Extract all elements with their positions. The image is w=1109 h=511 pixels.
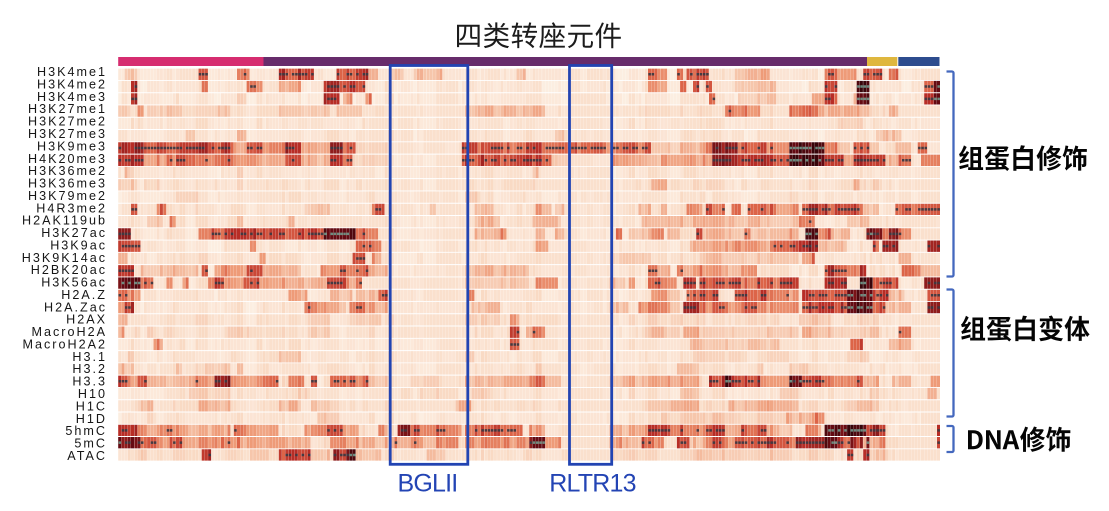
svg-text:MacroH2A: MacroH2A [32, 325, 108, 339]
svg-text:H3K27me2: H3K27me2 [28, 115, 107, 129]
svg-text:H10: H10 [78, 387, 107, 401]
svg-text:H3K4me2: H3K4me2 [37, 78, 107, 92]
svg-text:H3.3: H3.3 [72, 375, 107, 389]
svg-text:H3K9K14ac: H3K9K14ac [22, 251, 107, 265]
svg-text:MacroH2A2: MacroH2A2 [23, 338, 108, 352]
svg-text:5hmC: 5hmC [65, 424, 107, 438]
svg-text:H3K56ac: H3K56ac [41, 276, 107, 290]
svg-text:H2AX: H2AX [66, 313, 107, 327]
svg-text:BGLII: BGLII [398, 470, 458, 498]
svg-text:H3K27ac: H3K27ac [41, 226, 107, 240]
svg-text:H3K9me3: H3K9me3 [37, 139, 107, 153]
svg-text:H2AK119ub: H2AK119ub [22, 214, 107, 228]
svg-text:H3K9ac: H3K9ac [50, 238, 107, 252]
svg-text:H2A.Z: H2A.Z [61, 288, 107, 302]
svg-text:RLTR13: RLTR13 [549, 470, 635, 498]
svg-text:H3.1: H3.1 [72, 350, 107, 364]
svg-text:H1C: H1C [76, 399, 107, 413]
svg-text:H3K36me3: H3K36me3 [28, 177, 107, 191]
svg-text:H3K4me1: H3K4me1 [37, 65, 107, 79]
svg-text:H2BK20ac: H2BK20ac [31, 263, 107, 277]
svg-text:H2A.Zac: H2A.Zac [44, 300, 107, 314]
svg-text:H3K4me3: H3K4me3 [37, 90, 107, 104]
svg-text:H4K20me3: H4K20me3 [28, 152, 107, 166]
svg-text:ATAC: ATAC [67, 449, 107, 463]
svg-text:H3K27me1: H3K27me1 [28, 102, 107, 116]
svg-text:H3K36me2: H3K36me2 [28, 164, 107, 178]
svg-text:H3K79me2: H3K79me2 [28, 189, 107, 203]
svg-text:H3K27me3: H3K27me3 [28, 127, 107, 141]
svg-text:H1D: H1D [76, 412, 107, 426]
svg-text:H4R3me2: H4R3me2 [36, 201, 107, 215]
svg-text:5mC: 5mC [74, 437, 107, 451]
svg-text:H3.2: H3.2 [72, 362, 107, 376]
